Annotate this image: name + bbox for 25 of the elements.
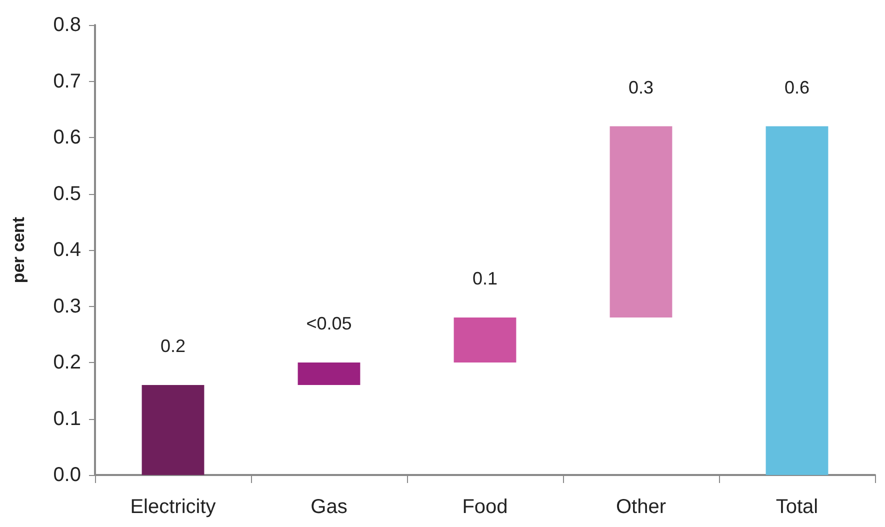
bar (142, 385, 204, 475)
y-tick-label: 0.4 (53, 239, 81, 261)
y-tick-label: 0.3 (53, 295, 81, 318)
data-label: <0.05 (306, 314, 352, 334)
x-tick-label: Gas (310, 496, 348, 518)
y-tick-label: 0.5 (53, 182, 81, 205)
y-tick-label: 0.8 (53, 14, 81, 36)
bar (298, 362, 360, 385)
bar (766, 126, 828, 475)
x-tick-label: Other (616, 496, 666, 518)
y-tick-label: 0.7 (53, 70, 81, 92)
y-tick-label: 0.2 (53, 352, 81, 374)
y-tick-label: 0.0 (53, 464, 81, 486)
bar (610, 126, 672, 318)
data-label: 0.2 (160, 336, 186, 356)
x-tick-label: Total (776, 496, 818, 518)
data-label: 0.1 (472, 268, 498, 288)
y-tick-label: 0.1 (53, 408, 81, 430)
data-label: 0.6 (784, 77, 810, 98)
y-axis-title: per cent (9, 216, 28, 284)
x-tick-label: Electricity (130, 496, 216, 518)
y-tick-label: 0.6 (53, 126, 81, 148)
bar (454, 318, 516, 362)
x-tick-label: Food (462, 496, 508, 518)
data-label: 0.3 (628, 77, 654, 98)
